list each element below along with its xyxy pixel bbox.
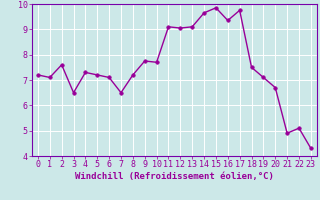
X-axis label: Windchill (Refroidissement éolien,°C): Windchill (Refroidissement éolien,°C) xyxy=(75,172,274,181)
